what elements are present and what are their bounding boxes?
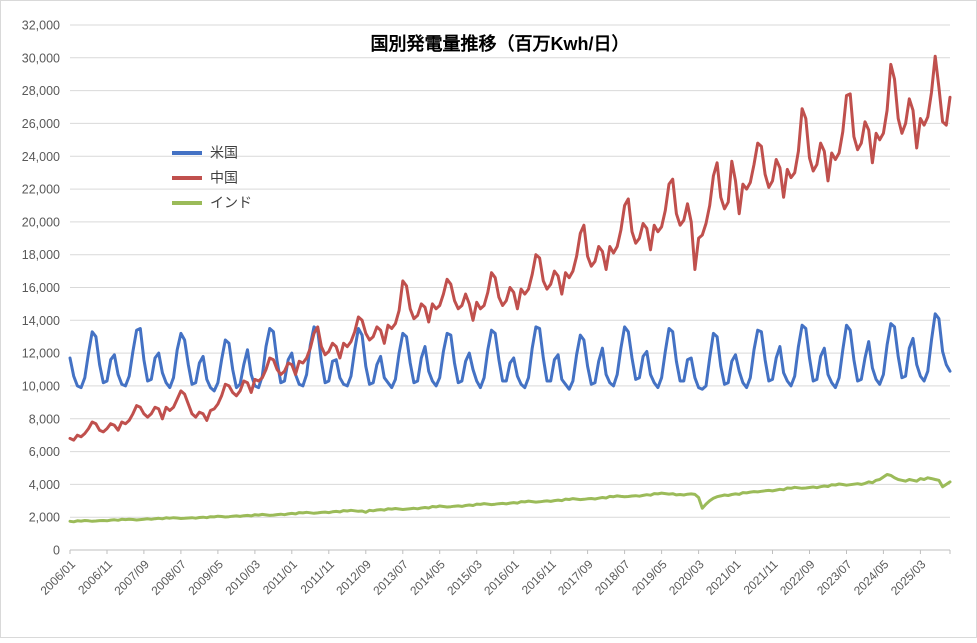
x-tick-label: 2016/01 [481, 557, 522, 598]
x-tick-label: 2011/01 [260, 557, 300, 597]
x-tick-label: 2018/07 [592, 557, 633, 598]
x-tick-label: 2020/03 [666, 557, 707, 598]
x-tick-label: 2025/03 [888, 557, 929, 598]
legend-label-usa: 米国 [210, 145, 238, 161]
x-tick-label: 2010/03 [222, 557, 263, 598]
x-tick-label: 2019/05 [629, 557, 670, 598]
x-tick-label: 2022/09 [777, 557, 818, 598]
legend-label-china: 中国 [210, 170, 238, 186]
y-tick-label: 18,000 [22, 248, 60, 262]
x-tick-label: 2017/09 [555, 557, 596, 598]
x-tick-label: 2007/09 [111, 557, 152, 598]
legend-item-china[interactable]: 中国 [172, 170, 238, 186]
x-tick-label: 2013/07 [370, 557, 411, 598]
legend-label-india: インド [210, 195, 252, 211]
y-tick-label: 4,000 [29, 478, 60, 492]
x-tick-label: 2016/11 [519, 557, 559, 597]
y-tick-label: 24,000 [22, 150, 60, 164]
series-lines [68, 54, 952, 524]
series-line-india [68, 473, 952, 524]
y-tick-label: 30,000 [22, 51, 60, 65]
y-tick-label: 8,000 [29, 412, 60, 426]
x-tick-label: 2008/07 [148, 557, 189, 598]
x-tick-label: 2021/11 [741, 557, 781, 597]
series-line-usa [68, 312, 952, 393]
chart-title: 国別発電量推移（百万Kwh/日） [371, 33, 630, 54]
x-tick-label: 2006/01 [38, 557, 79, 598]
x-tick-label: 2009/05 [185, 557, 226, 598]
x-axis [69, 549, 951, 554]
x-tick-label: 2015/03 [444, 557, 485, 598]
y-tick-label: 10,000 [22, 379, 60, 393]
x-tick-label: 2014/05 [407, 557, 448, 598]
x-tick-label: 2024/05 [851, 557, 892, 598]
y-tick-label: 2,000 [29, 511, 60, 525]
x-tick-label: 2021/01 [703, 557, 744, 598]
y-tick-label: 16,000 [22, 281, 60, 295]
x-tick-label: 2006/11 [75, 557, 115, 597]
legend: 米国 中国 インド [172, 145, 252, 211]
x-tick-label: 2023/07 [814, 557, 855, 598]
gridlines [70, 24, 950, 518]
y-tick-label: 22,000 [22, 183, 60, 197]
y-tick-label: 26,000 [22, 117, 60, 131]
y-tick-label: 20,000 [22, 215, 60, 229]
y-tick-label: 6,000 [29, 445, 60, 459]
y-axis-labels: 0 2,000 4,000 6,000 8,000 10,000 12,000 14,000 1… [22, 19, 60, 558]
y-tick-label: 14,000 [22, 314, 60, 328]
legend-item-usa[interactable]: 米国 [172, 145, 238, 161]
x-tick-label: 2012/09 [333, 557, 374, 598]
x-tick-label: 2011/11 [298, 557, 338, 597]
y-tick-label: 28,000 [22, 84, 60, 98]
x-axis-labels: 2006/012006/112007/092008/072009/052010/… [38, 557, 929, 598]
y-tick-label: 0 [53, 544, 60, 558]
y-tick-label: 12,000 [22, 347, 60, 361]
y-tick-label: 32,000 [22, 19, 60, 33]
series-line-china [68, 54, 952, 442]
legend-item-india[interactable]: インド [172, 195, 252, 211]
